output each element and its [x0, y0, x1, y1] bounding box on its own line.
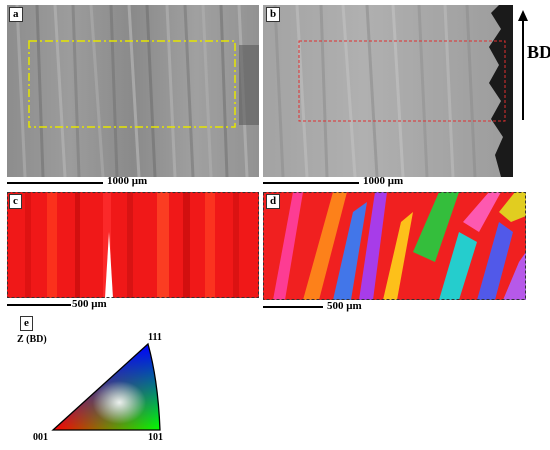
sem-micrograph-a: [7, 4, 259, 178]
panel-label-a: a: [9, 7, 23, 22]
panel-label-b: b: [266, 7, 281, 22]
scale-text-c: 500 μm: [72, 298, 107, 310]
ebsd-map-c: [7, 192, 259, 298]
ebsd-map-d: [263, 192, 526, 300]
panel-label-c: c: [9, 194, 22, 209]
panel-label-d: d: [266, 194, 281, 209]
sem-image-a: [7, 4, 259, 178]
ipf-corner-001: 001: [33, 432, 48, 443]
scale-bar-c: [7, 304, 71, 306]
ipf-corner-111: 111: [148, 332, 162, 343]
scale-text-b: 1000 μm: [363, 175, 404, 187]
sem-image-b: [263, 4, 513, 178]
scale-bar-b: [263, 182, 359, 184]
scale-bar-a: [7, 182, 103, 184]
ipf-triangle: [50, 340, 170, 434]
panel-label-e: e: [20, 316, 33, 331]
build-direction-label: BD: [527, 42, 550, 62]
scale-text-d: 500 μm: [327, 300, 362, 312]
scale-text-a: 1000 μm: [107, 175, 148, 187]
roi-box-a: [28, 40, 236, 128]
ipf-corner-101: 101: [148, 432, 163, 443]
sem-micrograph-b: [263, 4, 513, 178]
build-direction-arrow: [518, 10, 528, 120]
ipf-axis-label: Z (BD): [17, 334, 47, 345]
roi-box-b: [298, 40, 506, 122]
scale-bar-d: [263, 306, 323, 308]
